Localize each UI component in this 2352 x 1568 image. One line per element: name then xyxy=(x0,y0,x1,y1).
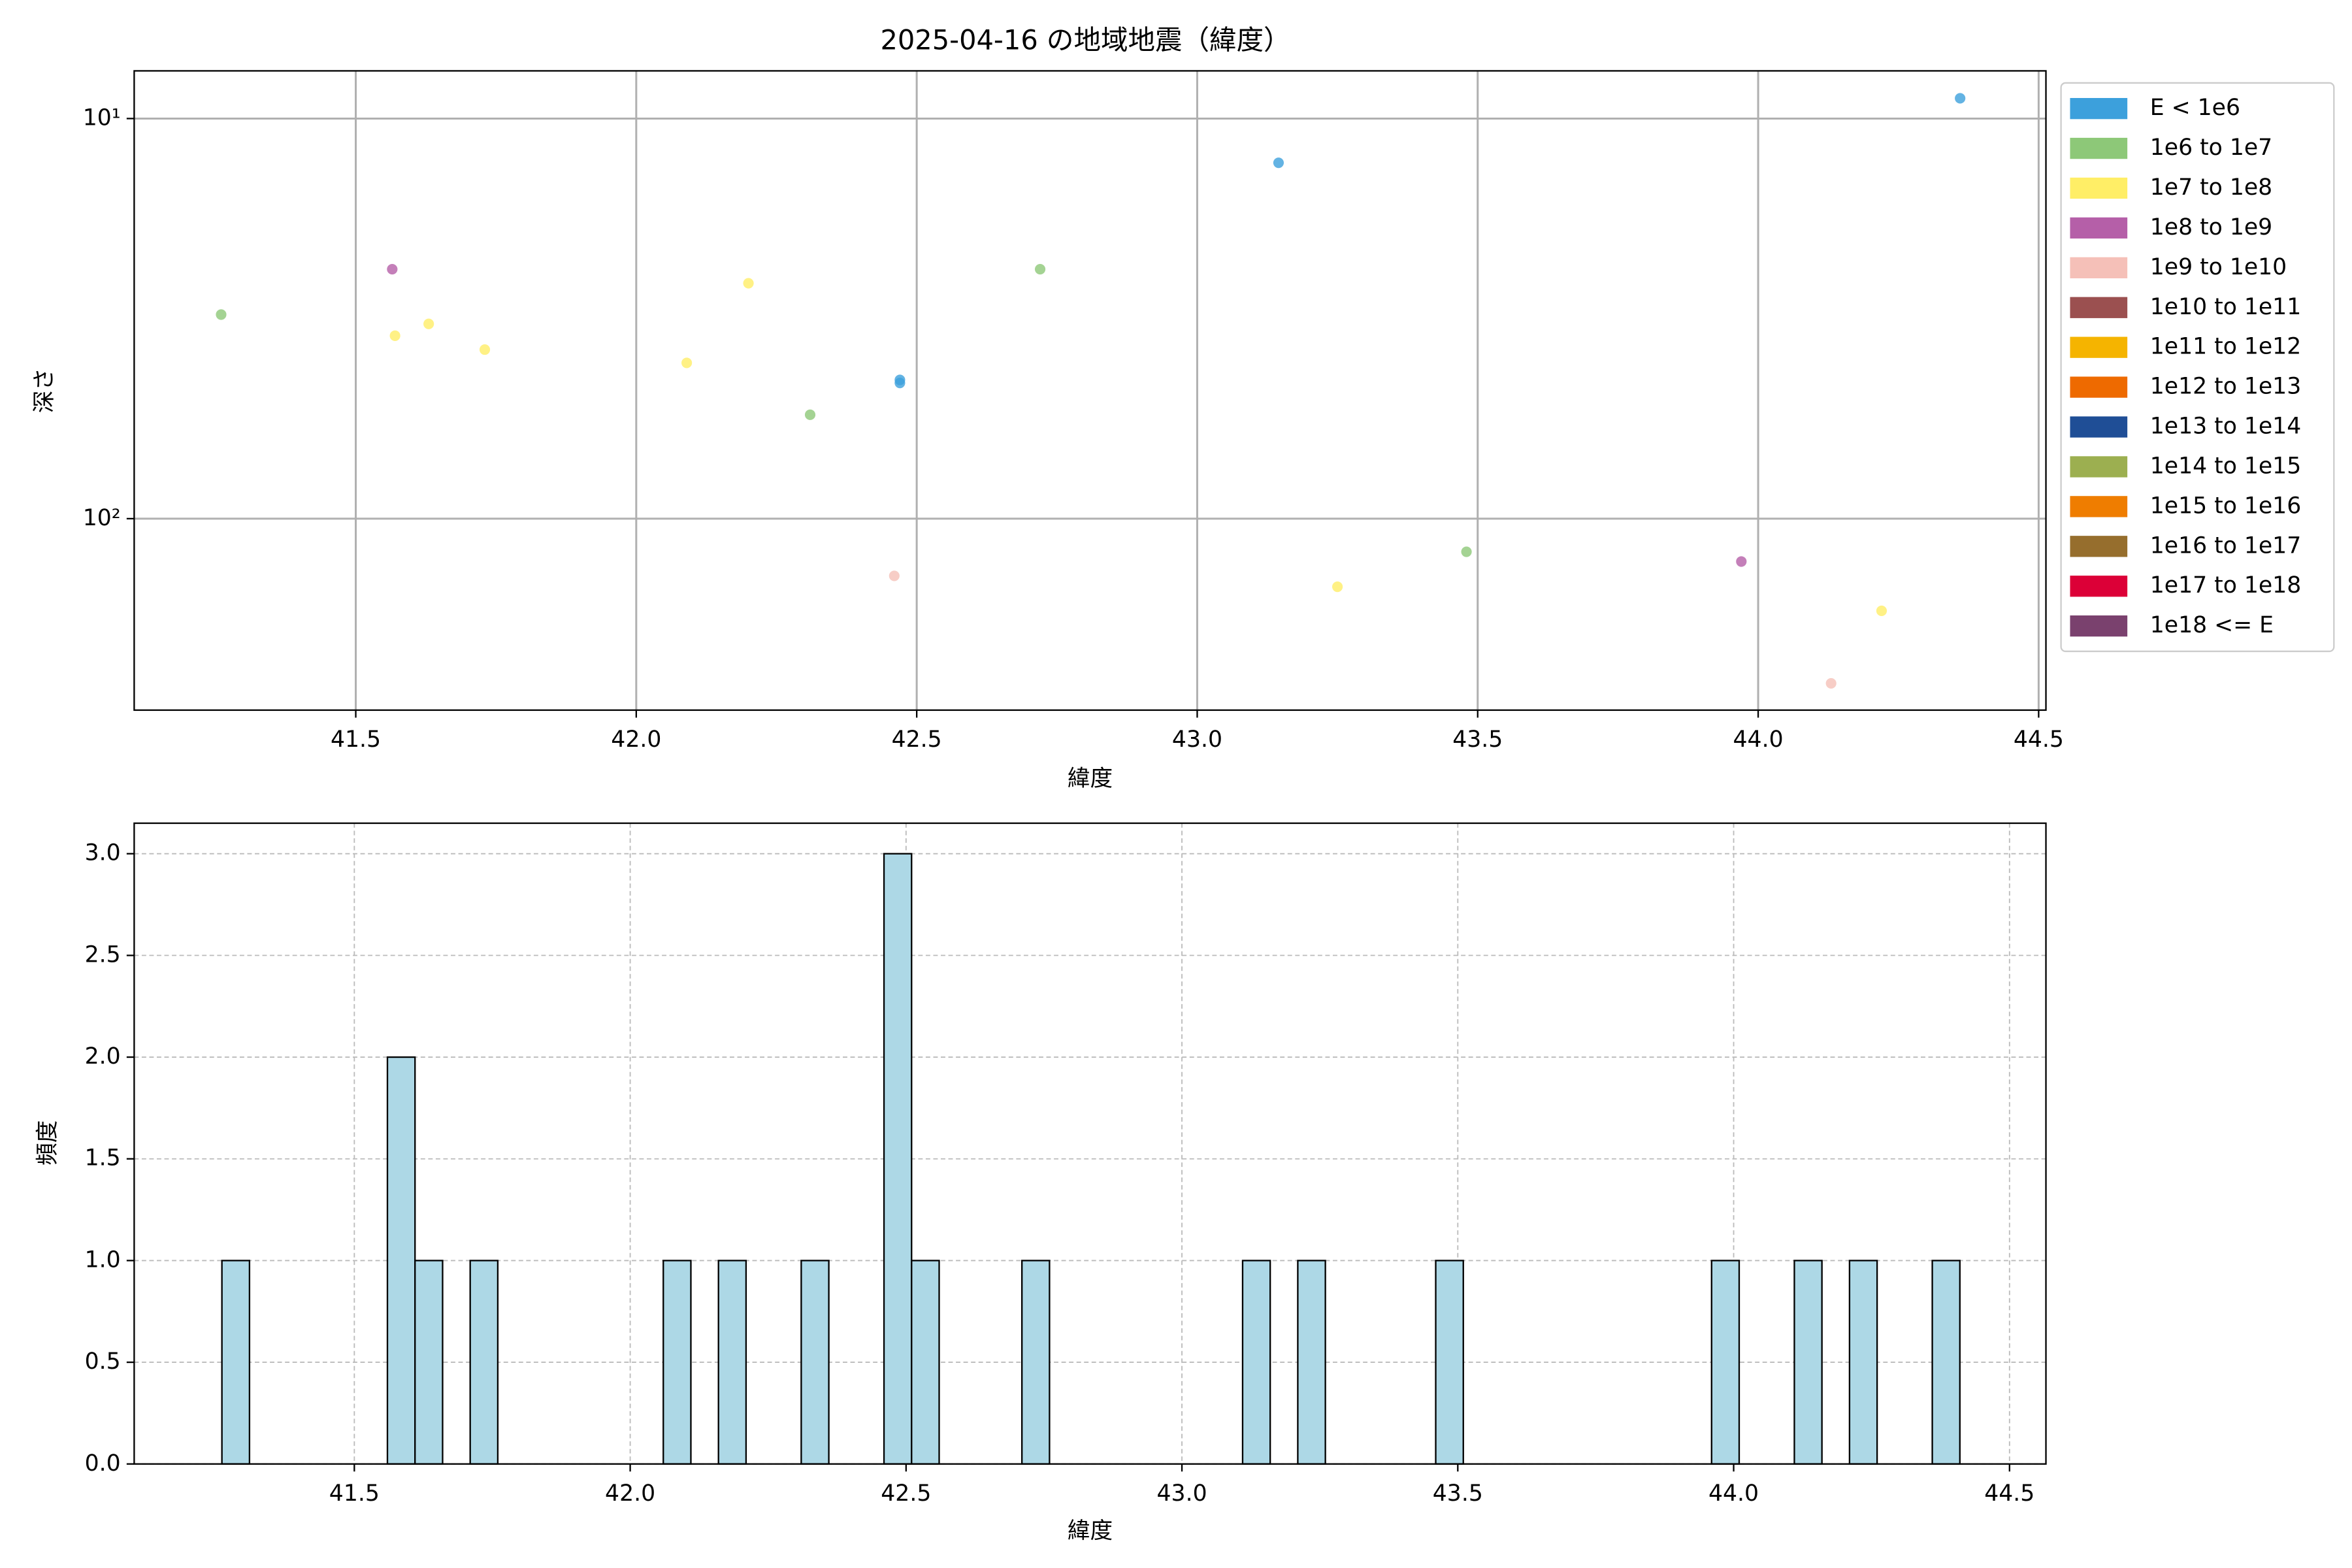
bar xyxy=(1931,1260,1961,1465)
legend-label: 1e18 <= E xyxy=(2150,612,2274,638)
legend-swatch xyxy=(2070,496,2128,517)
legend-swatch xyxy=(2070,257,2128,278)
point xyxy=(1273,157,1284,169)
point xyxy=(681,357,693,368)
y-tick-label: 2.5 xyxy=(85,941,121,968)
bar xyxy=(221,1260,251,1465)
point xyxy=(479,344,491,355)
y-tick-label: 10¹ xyxy=(83,105,121,131)
x-tick-label: 44.0 xyxy=(1733,727,1784,753)
y-tick-label: 1.5 xyxy=(85,1145,121,1171)
point xyxy=(1955,93,1966,104)
y-tick-label: 0.0 xyxy=(85,1450,121,1477)
x-tick-label: 42.0 xyxy=(605,1480,655,1507)
point xyxy=(894,378,906,389)
y-axis-label: 深さ xyxy=(31,368,57,413)
x-tick-label: 41.5 xyxy=(329,1480,380,1507)
legend-swatch xyxy=(2070,416,2128,438)
legend-label: 1e9 to 1e10 xyxy=(2150,254,2287,280)
bar xyxy=(1435,1260,1464,1465)
legend-frame xyxy=(2060,82,2335,653)
point xyxy=(1876,605,1887,617)
bar xyxy=(1710,1260,1740,1465)
legend-label: 1e7 to 1e8 xyxy=(2150,174,2272,201)
x-tick-label: 43.0 xyxy=(1157,1480,1207,1507)
bar xyxy=(1793,1260,1823,1465)
bar xyxy=(1021,1260,1051,1465)
legend-swatch xyxy=(2070,576,2128,597)
bar xyxy=(1297,1260,1326,1465)
legend-swatch xyxy=(2070,615,2128,637)
bar xyxy=(1241,1260,1271,1465)
y-tick-label: 0.5 xyxy=(85,1348,121,1375)
point xyxy=(387,263,398,275)
x-tick-label: 42.5 xyxy=(881,1480,931,1507)
y-axis-label: 頻度 xyxy=(35,1120,61,1166)
legend-swatch xyxy=(2070,376,2128,398)
y-tick-label: 3.0 xyxy=(85,840,121,866)
bar xyxy=(662,1260,692,1465)
legend-label: 1e16 to 1e17 xyxy=(2150,532,2301,559)
legend-label: 1e13 to 1e14 xyxy=(2150,414,2301,440)
legend-label: 1e6 to 1e7 xyxy=(2150,135,2272,161)
legend-label: 1e12 to 1e13 xyxy=(2150,374,2301,400)
x-tick-label: 41.5 xyxy=(331,727,381,753)
point xyxy=(1736,556,1747,567)
x-tick-label: 43.5 xyxy=(1452,727,1503,753)
x-tick-label: 42.5 xyxy=(892,727,942,753)
x-tick-label: 44.0 xyxy=(1708,1480,1759,1507)
bar xyxy=(800,1260,830,1465)
legend-swatch xyxy=(2070,336,2128,358)
x-tick-label: 44.5 xyxy=(1984,1480,2034,1507)
bar xyxy=(883,853,913,1465)
legend-label: E < 1e6 xyxy=(2150,95,2240,121)
point xyxy=(889,570,900,581)
legend-label: 1e17 to 1e18 xyxy=(2150,572,2301,598)
x-tick-label: 43.0 xyxy=(1172,727,1222,753)
bar xyxy=(386,1056,416,1465)
legend-label: 1e8 to 1e9 xyxy=(2150,214,2272,240)
legend-swatch xyxy=(2070,297,2128,318)
bar xyxy=(717,1260,747,1465)
bar xyxy=(1848,1260,1878,1465)
legend-label: 1e14 to 1e15 xyxy=(2150,453,2301,479)
y-tick-label: 2.0 xyxy=(85,1043,121,1070)
bar xyxy=(911,1260,940,1465)
plot-frame xyxy=(133,822,2047,1465)
point xyxy=(743,278,754,289)
x-axis-label: 緯度 xyxy=(1068,1518,1113,1544)
legend-swatch xyxy=(2070,177,2128,199)
point xyxy=(389,330,400,341)
bar xyxy=(414,1260,444,1465)
point xyxy=(423,318,434,329)
chart-title: 2025-04-16 の地域地震（緯度） xyxy=(880,24,1290,56)
y-tick-label: 1.0 xyxy=(85,1247,121,1273)
y-tick-label: 10² xyxy=(83,505,121,531)
bar xyxy=(469,1260,499,1465)
legend-swatch xyxy=(2070,456,2128,478)
point xyxy=(1034,263,1046,275)
point xyxy=(1461,546,1472,557)
legend-swatch xyxy=(2070,98,2128,120)
point xyxy=(1825,678,1837,689)
legend-label: 1e11 to 1e12 xyxy=(2150,334,2301,360)
plot-frame xyxy=(133,70,2047,711)
x-tick-label: 44.5 xyxy=(2014,727,2064,753)
legend-swatch xyxy=(2070,217,2128,239)
x-tick-label: 42.0 xyxy=(611,727,661,753)
x-axis-label: 緯度 xyxy=(1068,766,1113,792)
point xyxy=(1332,581,1343,593)
legend-label: 1e10 to 1e11 xyxy=(2150,294,2301,320)
x-tick-label: 43.5 xyxy=(1433,1480,1483,1507)
legend-swatch xyxy=(2070,137,2128,159)
point xyxy=(804,409,816,420)
point xyxy=(216,309,227,320)
legend-swatch xyxy=(2070,536,2128,557)
legend-label: 1e15 to 1e16 xyxy=(2150,493,2301,519)
